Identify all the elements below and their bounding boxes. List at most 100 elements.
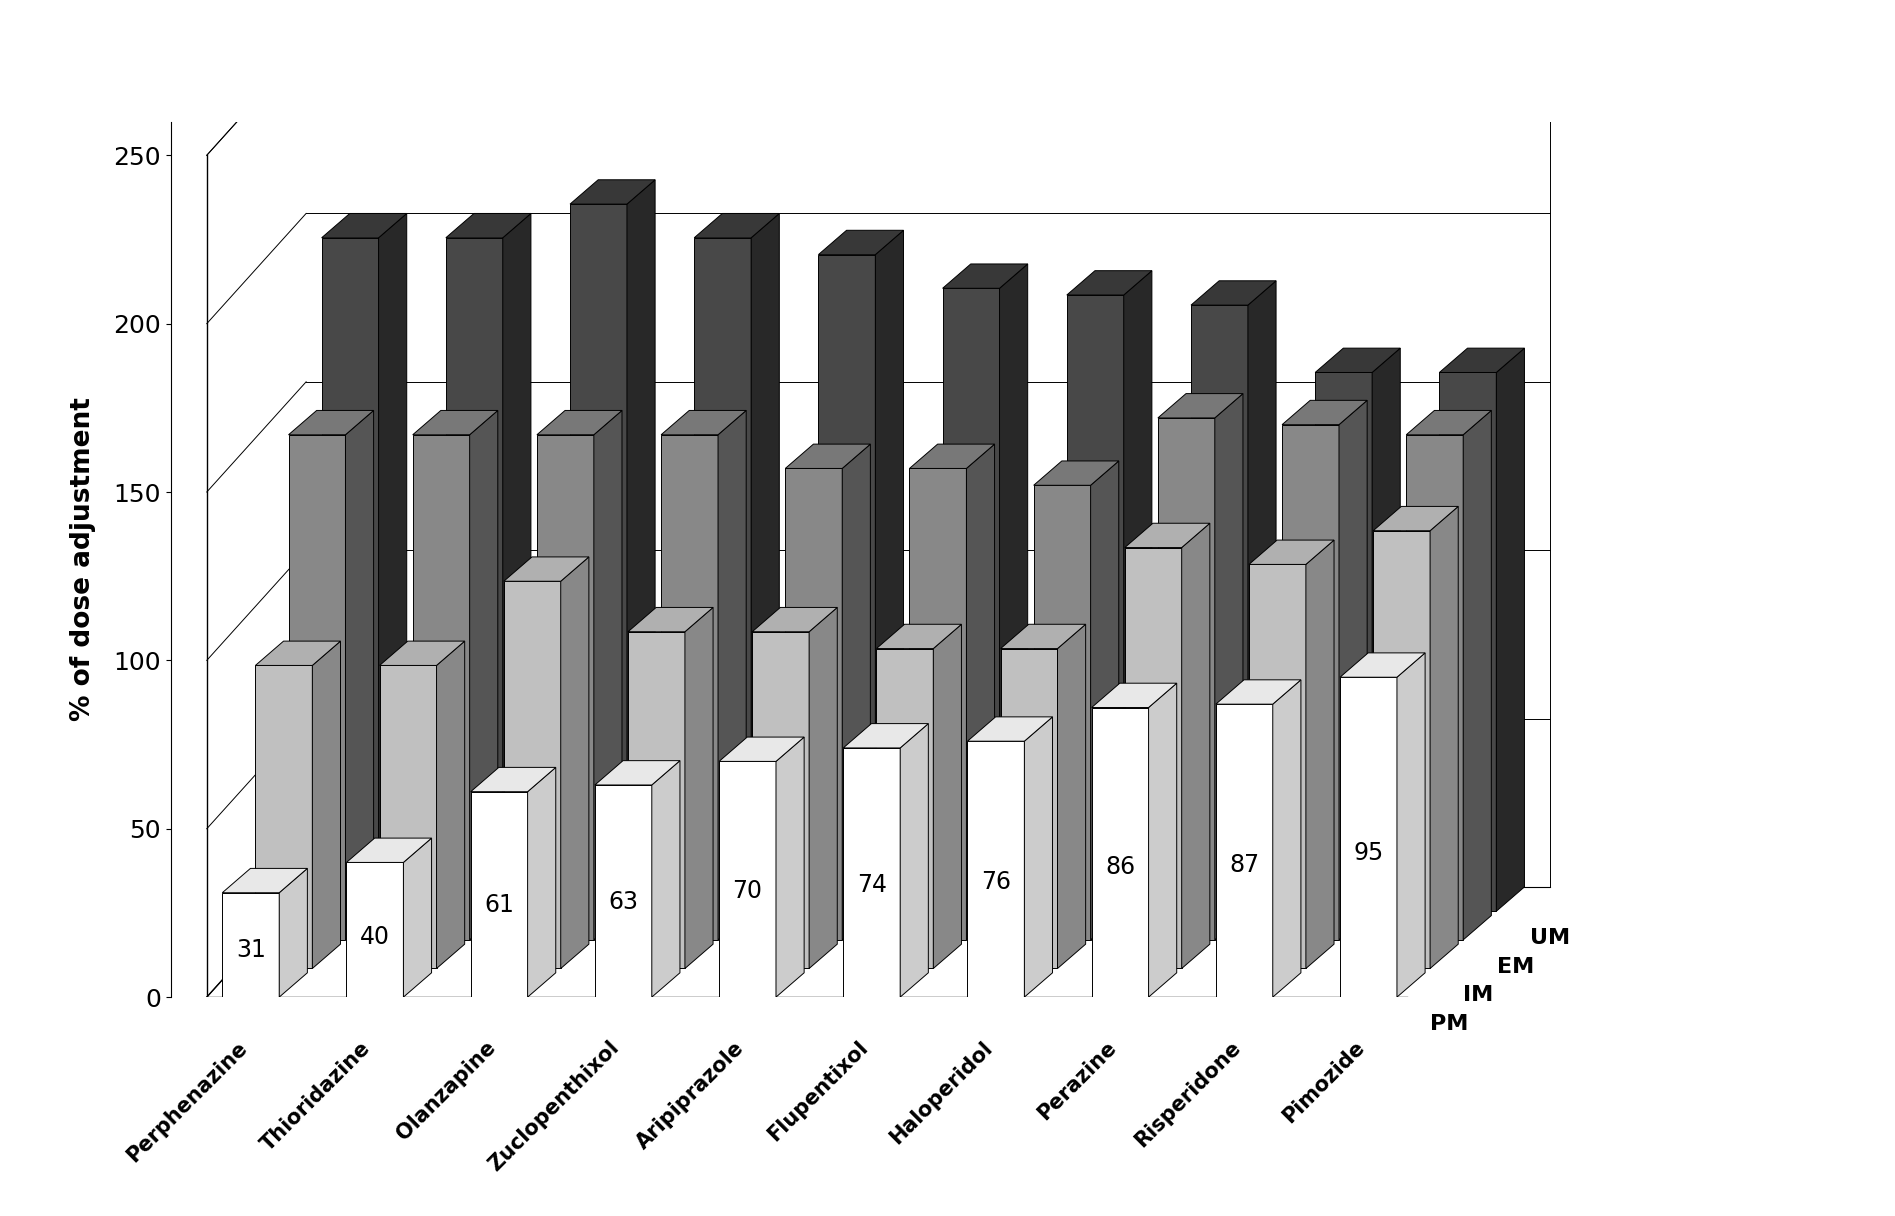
Polygon shape <box>627 180 656 911</box>
Text: Thioridazine: Thioridazine <box>258 1037 375 1154</box>
Polygon shape <box>279 868 307 997</box>
Text: Perazine: Perazine <box>1033 1037 1120 1124</box>
Polygon shape <box>222 868 307 893</box>
Polygon shape <box>942 264 1027 288</box>
Text: 31: 31 <box>235 939 265 962</box>
Polygon shape <box>536 411 622 435</box>
Polygon shape <box>718 737 803 761</box>
Polygon shape <box>968 717 1052 742</box>
Text: 87: 87 <box>1230 854 1260 877</box>
Polygon shape <box>785 468 841 940</box>
Polygon shape <box>694 214 779 238</box>
Polygon shape <box>593 411 622 940</box>
Text: Flupentixol: Flupentixol <box>764 1037 872 1145</box>
Polygon shape <box>968 742 1025 997</box>
Polygon shape <box>1158 418 1215 940</box>
Polygon shape <box>1340 677 1397 997</box>
Polygon shape <box>436 641 464 968</box>
Polygon shape <box>570 204 627 911</box>
Text: Aripiprazole: Aripiprazole <box>633 1037 747 1153</box>
Polygon shape <box>470 767 555 792</box>
Polygon shape <box>1057 624 1086 968</box>
Polygon shape <box>1126 547 1182 968</box>
Polygon shape <box>256 665 313 968</box>
Polygon shape <box>1283 400 1366 424</box>
Polygon shape <box>1126 523 1209 547</box>
Polygon shape <box>470 792 527 997</box>
Text: PM: PM <box>1431 1014 1469 1034</box>
Polygon shape <box>910 444 995 468</box>
Polygon shape <box>504 557 589 581</box>
Polygon shape <box>1374 530 1431 968</box>
Polygon shape <box>718 761 775 997</box>
Polygon shape <box>1306 540 1334 968</box>
Polygon shape <box>900 724 929 997</box>
Polygon shape <box>536 435 593 940</box>
Polygon shape <box>413 411 498 435</box>
Polygon shape <box>661 411 747 435</box>
Polygon shape <box>1158 394 1243 418</box>
Polygon shape <box>445 238 502 911</box>
Polygon shape <box>1067 271 1152 295</box>
Polygon shape <box>504 581 561 968</box>
Polygon shape <box>627 632 684 968</box>
Text: Risperidone: Risperidone <box>1131 1037 1245 1152</box>
Polygon shape <box>1217 680 1300 704</box>
Polygon shape <box>661 435 718 940</box>
Text: Zuclopenthixol: Zuclopenthixol <box>485 1037 623 1176</box>
Polygon shape <box>1249 564 1306 968</box>
Polygon shape <box>1092 708 1148 997</box>
Polygon shape <box>1340 653 1425 677</box>
Polygon shape <box>561 557 589 968</box>
Polygon shape <box>379 214 407 911</box>
Polygon shape <box>752 632 809 968</box>
Polygon shape <box>379 665 436 968</box>
Polygon shape <box>1283 424 1340 940</box>
Polygon shape <box>470 411 498 940</box>
Polygon shape <box>694 238 750 911</box>
Polygon shape <box>627 608 713 632</box>
Polygon shape <box>1273 680 1300 997</box>
Polygon shape <box>1182 523 1209 968</box>
Polygon shape <box>999 264 1027 911</box>
Polygon shape <box>379 641 464 665</box>
Polygon shape <box>841 444 870 940</box>
Polygon shape <box>1406 411 1491 435</box>
Polygon shape <box>313 641 341 968</box>
Polygon shape <box>1315 372 1372 911</box>
Polygon shape <box>819 230 904 254</box>
Polygon shape <box>595 786 652 997</box>
Polygon shape <box>1374 506 1459 530</box>
Polygon shape <box>843 724 929 748</box>
Polygon shape <box>1033 485 1092 940</box>
Polygon shape <box>1067 295 1124 911</box>
Polygon shape <box>843 748 900 997</box>
Polygon shape <box>652 761 680 997</box>
Polygon shape <box>1406 435 1463 940</box>
Polygon shape <box>1217 704 1273 997</box>
Text: 86: 86 <box>1105 855 1135 879</box>
Polygon shape <box>1190 281 1275 305</box>
Polygon shape <box>875 624 961 648</box>
Polygon shape <box>413 435 470 940</box>
Text: 76: 76 <box>982 869 1010 894</box>
Polygon shape <box>1092 461 1118 940</box>
Polygon shape <box>288 411 373 435</box>
Polygon shape <box>966 444 995 940</box>
Text: 95: 95 <box>1353 841 1383 865</box>
Text: EM: EM <box>1497 957 1533 976</box>
Polygon shape <box>942 288 999 911</box>
Polygon shape <box>1440 348 1524 372</box>
Polygon shape <box>1249 540 1334 564</box>
Polygon shape <box>322 238 379 911</box>
Text: Olanzapine: Olanzapine <box>392 1037 498 1144</box>
Polygon shape <box>875 230 904 911</box>
Polygon shape <box>347 862 404 997</box>
Polygon shape <box>1092 683 1177 708</box>
Polygon shape <box>445 214 531 238</box>
Polygon shape <box>1033 461 1118 485</box>
Polygon shape <box>502 214 531 911</box>
Polygon shape <box>1372 348 1400 911</box>
Polygon shape <box>1148 683 1177 997</box>
Polygon shape <box>1001 648 1057 968</box>
